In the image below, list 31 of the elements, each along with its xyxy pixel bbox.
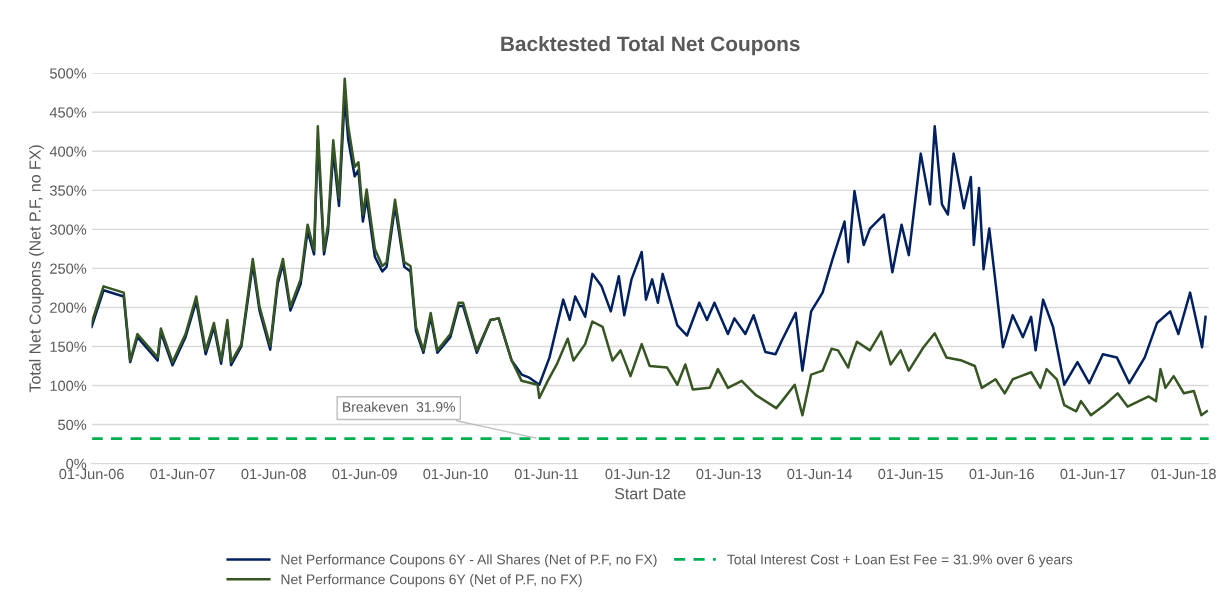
x-tick-label: 01-Jun-06 — [59, 468, 124, 480]
x-tick-label: 01-Jun-11 — [514, 468, 579, 480]
x-tick-label: 01-Jun-08 — [241, 468, 306, 480]
x-tick-label: 01-Jun-14 — [787, 468, 853, 480]
chart-title: Backtested Total Net Coupons — [501, 35, 800, 56]
x-tick-label: 01-Jun-15 — [878, 468, 943, 480]
y-tick-label: 200% — [50, 302, 87, 313]
legend-label: Net Performance Coupons 6Y - All Shares (Net of P.F, no FX) — [281, 554, 657, 568]
x-tick-label: 01-Jun-09 — [332, 468, 397, 480]
y-tick-label: 0% — [66, 458, 87, 470]
x-tick-label: 01-Jun-10 — [423, 468, 488, 480]
y-tick-label: 100% — [50, 380, 87, 391]
x-axis-title: Start Date — [614, 488, 686, 500]
y-tick-label: 500% — [50, 68, 87, 79]
y-tick-label: 350% — [49, 185, 87, 196]
x-tick-label: 01-Jun-12 — [605, 468, 670, 480]
y-axis-title: Total Net Coupons (Net P.F, no FX) — [28, 145, 44, 393]
y-tick-label: 400% — [49, 146, 87, 157]
y-tick-label: 300% — [49, 224, 87, 235]
legend-label: Net Performance Coupons 6Y (Net of P.F, no FX) — [281, 574, 582, 588]
x-tick-label: 01-Jun-07 — [150, 468, 215, 480]
y-tick-label: 250% — [50, 263, 87, 274]
x-tick-label: 01-Jun-18 — [1151, 468, 1216, 480]
x-tick-label: 01-Jun-13 — [696, 468, 761, 480]
x-tick-label: 01-Jun-17 — [1060, 468, 1125, 480]
y-tick-label: 150% — [50, 341, 87, 352]
legend-label: Total Interest Cost + Loan Est Fee = 31.9% over 6 years — [727, 554, 1073, 568]
annotation: Breakeven 31.9% — [343, 401, 455, 412]
y-tick-label: 450% — [49, 107, 87, 118]
y-tick-label: 50% — [58, 419, 87, 430]
x-tick-label: 01-Jun-16 — [969, 468, 1034, 480]
